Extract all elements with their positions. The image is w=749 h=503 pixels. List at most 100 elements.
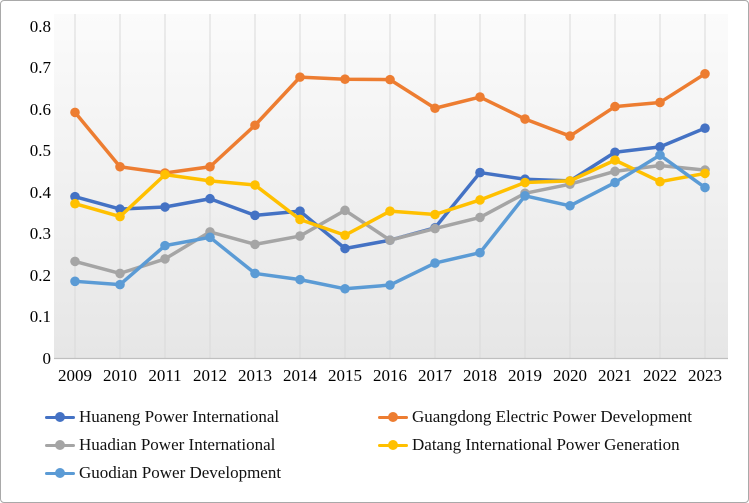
- y-tick-label: 0.6: [29, 99, 51, 119]
- legend-line-marker-icon: [378, 435, 408, 455]
- legend-dot: [55, 468, 65, 478]
- data-point: [340, 205, 350, 216]
- legend-line-marker-icon: [45, 435, 75, 455]
- data-point: [565, 131, 575, 141]
- legend-line-marker-icon: [378, 407, 408, 427]
- data-point: [160, 202, 170, 212]
- data-point: [250, 210, 260, 221]
- legend-item: Guangdong Electric Power Development: [378, 407, 692, 427]
- data-point: [520, 114, 530, 124]
- data-point: [340, 283, 350, 294]
- data-point: [205, 161, 215, 172]
- data-point: [700, 123, 710, 133]
- data-point: [430, 103, 440, 114]
- x-tick-label: 2015: [328, 366, 362, 385]
- data-point: [295, 214, 305, 225]
- y-tick-label: 0.8: [29, 16, 51, 36]
- data-point: [655, 150, 665, 160]
- data-point: [475, 167, 485, 178]
- legend-label: Huaneng Power International: [79, 407, 280, 426]
- y-tick-label: 0.4: [29, 182, 51, 202]
- data-point: [160, 169, 170, 180]
- x-tick-label: 2019: [508, 366, 542, 385]
- data-point: [385, 235, 395, 246]
- data-point: [475, 212, 485, 223]
- x-tick-label: 2020: [553, 366, 587, 385]
- legend-dot: [55, 440, 65, 450]
- legend-item: Datang International Power Generation: [378, 435, 692, 455]
- data-point: [70, 276, 80, 287]
- legend-line-marker-icon: [45, 407, 75, 427]
- y-tick-label: 0.7: [29, 58, 51, 77]
- data-point: [700, 168, 710, 179]
- data-point: [160, 240, 170, 251]
- data-point: [115, 204, 125, 214]
- data-point: [610, 155, 620, 165]
- x-tick-label: 2023: [688, 366, 722, 385]
- data-point: [115, 211, 125, 222]
- data-point: [610, 101, 620, 112]
- data-point: [385, 74, 395, 85]
- x-tick-label: 2014: [283, 366, 317, 385]
- x-tick-label: 2010: [103, 366, 137, 385]
- legend-dot: [388, 412, 398, 422]
- x-tick-label: 2017: [418, 366, 452, 385]
- data-point: [655, 160, 665, 171]
- x-tick-label: 2012: [193, 366, 227, 385]
- data-point: [70, 198, 80, 209]
- legend-label: Huadian Power International: [79, 435, 276, 454]
- y-tick-label: 0.3: [29, 224, 51, 243]
- chart-canvas: [54, 14, 728, 360]
- data-point: [610, 177, 620, 188]
- data-point: [430, 258, 440, 268]
- y-tick-label: 0.2: [29, 265, 51, 285]
- data-point: [655, 176, 665, 187]
- y-tick-label: 0.1: [29, 307, 51, 326]
- data-point: [70, 256, 80, 267]
- data-point: [475, 92, 485, 102]
- x-tick-label: 2016: [373, 366, 407, 385]
- x-tick-label: 2021: [598, 366, 632, 385]
- legend-label: Guangdong Electric Power Development: [412, 407, 692, 426]
- legend: Huaneng Power International Guangdong Ele…: [45, 407, 692, 483]
- data-point: [430, 223, 440, 234]
- legend-dot: [55, 412, 65, 422]
- data-point: [295, 274, 305, 285]
- data-point: [250, 180, 260, 190]
- data-point: [430, 209, 440, 220]
- data-point: [565, 200, 575, 211]
- data-point: [250, 268, 260, 279]
- legend-label: Datang International Power Generation: [412, 435, 680, 454]
- data-point: [295, 206, 305, 216]
- data-point: [295, 72, 305, 82]
- data-point: [700, 182, 710, 193]
- y-tick-label: 0: [42, 348, 52, 368]
- data-point: [700, 69, 710, 79]
- data-point: [115, 268, 125, 279]
- x-tick-label: 2009: [58, 366, 92, 385]
- data-point: [340, 230, 350, 241]
- data-point: [340, 243, 350, 254]
- data-point: [520, 191, 530, 201]
- y-tick-label: 0.5: [29, 141, 51, 160]
- data-point: [340, 74, 350, 85]
- data-point: [160, 254, 170, 264]
- data-point: [250, 239, 260, 250]
- data-point: [565, 176, 575, 186]
- data-point: [205, 176, 215, 186]
- legend-item: Guodian Power Development: [45, 463, 378, 483]
- data-point: [385, 280, 395, 290]
- data-point: [205, 232, 215, 243]
- data-point: [520, 177, 530, 188]
- data-point: [115, 161, 125, 172]
- data-point: [295, 231, 305, 241]
- legend-item: Huadian Power International: [45, 435, 378, 455]
- data-point: [655, 97, 665, 108]
- data-point: [655, 142, 665, 152]
- legend-line-marker-icon: [45, 463, 75, 483]
- data-point: [475, 247, 485, 258]
- data-point: [70, 191, 80, 202]
- legend-label: Guodian Power Development: [79, 463, 282, 482]
- data-point: [70, 107, 80, 118]
